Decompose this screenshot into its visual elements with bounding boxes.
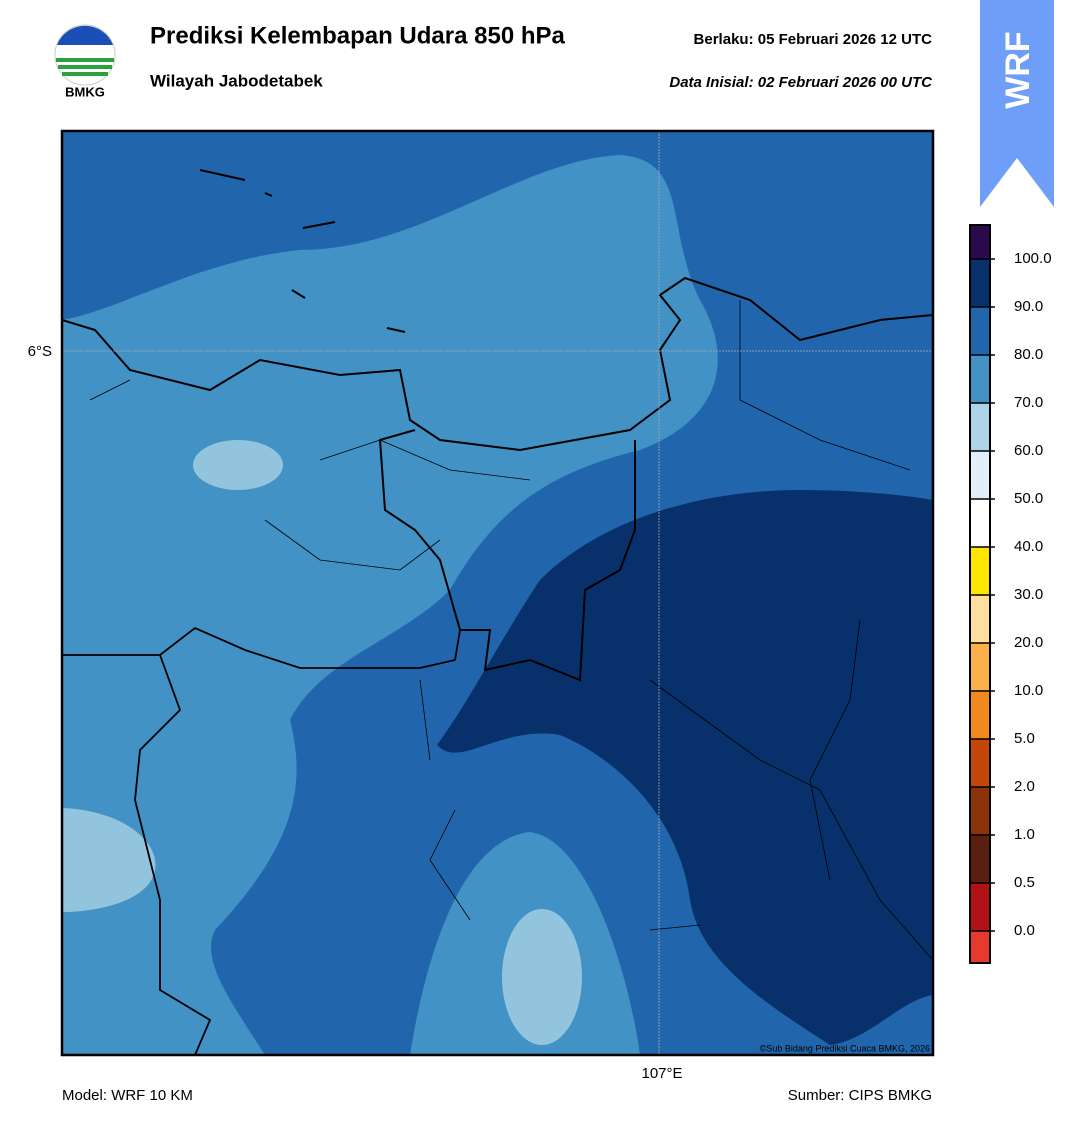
colorbar-segment — [970, 547, 990, 595]
subtitle: Wilayah Jabodetabek — [150, 71, 323, 90]
colorbar-label: 60.0 — [1014, 442, 1043, 459]
colorbar-segment — [970, 355, 990, 403]
badge-text: WRF — [999, 31, 1037, 108]
init-time: Data Inisial: 02 Februari 2026 00 UTC — [669, 74, 933, 91]
colorbar-segment — [970, 835, 990, 883]
credit: ©Sub Bidang Prediksi Cuaca BMKG, 2026 — [760, 1043, 930, 1053]
colorbar-label: 30.0 — [1014, 586, 1043, 603]
colorbar-segment — [970, 931, 990, 963]
colorbar-segment — [970, 643, 990, 691]
colorbar-segment — [970, 691, 990, 739]
valid-time: Berlaku: 05 Februari 2026 12 UTC — [694, 31, 933, 48]
colorbar-frame — [969, 224, 991, 964]
logo: BMKG — [54, 24, 116, 99]
colorbar-label: 70.0 — [1014, 394, 1043, 411]
wrf-badge: WRF — [980, 0, 1054, 207]
colorbar-label: 90.0 — [1014, 298, 1043, 315]
colorbar-label: 0.0 — [1014, 922, 1035, 939]
colorbar-label: 50.0 — [1014, 490, 1043, 507]
map-frame — [60, 129, 935, 1057]
footer-model: Model: WRF 10 KM — [62, 1087, 193, 1104]
colorbar-segment — [970, 499, 990, 547]
colorbar-label: 1.0 — [1014, 826, 1035, 843]
map: ©Sub Bidang Prediksi Cuaca BMKG, 2026 — [62, 131, 933, 1055]
colorbar-label: 0.5 — [1014, 874, 1035, 891]
colorbar-label: 100.0 — [1014, 250, 1052, 267]
colorbar-label: 20.0 — [1014, 634, 1043, 651]
colorbar-segment — [970, 451, 990, 499]
colorbar-segment — [970, 787, 990, 835]
colorbar-segment — [970, 739, 990, 787]
colorbar-segment — [970, 403, 990, 451]
colorbar-segment — [970, 259, 990, 307]
colorbar-segment — [970, 225, 990, 259]
colorbar-segment — [970, 883, 990, 931]
colorbar-label: 5.0 — [1014, 730, 1035, 747]
colorbar-label: 2.0 — [1014, 778, 1035, 795]
colorbar-label: 80.0 — [1014, 346, 1043, 363]
colorbar-label: 10.0 — [1014, 682, 1043, 699]
colorbar-label: 40.0 — [1014, 538, 1043, 555]
lon-label: 107°E — [641, 1065, 682, 1082]
logo-text: BMKG — [65, 84, 105, 99]
colorbar: 0.0 0.5 1.0 2.0 5.0 10.0 20.0 30.0 40.0 50.0 60.0 7… — [969, 224, 1052, 964]
colorbar-segment — [970, 595, 990, 643]
lat-label: 6°S — [28, 343, 52, 360]
title: Prediksi Kelembapan Udara 850 hPa — [150, 22, 566, 49]
footer-source: Sumber: CIPS BMKG — [788, 1087, 932, 1104]
colorbar-segment — [970, 307, 990, 355]
